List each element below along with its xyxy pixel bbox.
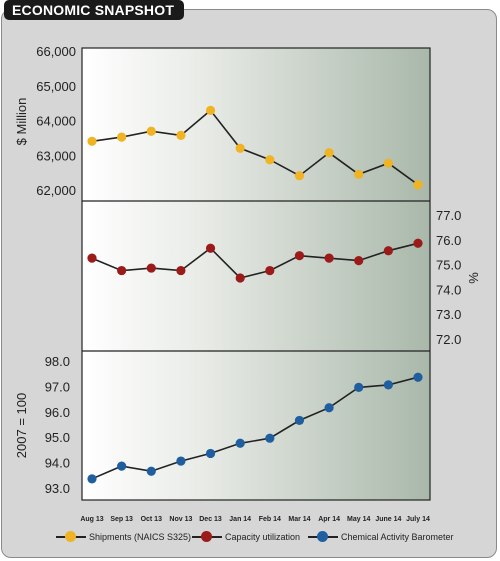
y-tick-label-panel-2: 74.0 [436,282,461,297]
data-point-panel-2 [235,273,245,283]
data-point-panel-2 [176,265,186,276]
data-point-panel-1 [87,136,97,146]
data-point-panel-3 [176,456,186,466]
data-point-panel-3 [324,403,334,413]
data-point-panel-3 [294,415,305,426]
data-point-panel-2 [87,253,97,263]
y-tick-label-panel-2: 72.0 [436,332,461,347]
data-point-panel-1 [324,148,334,158]
legend-item-barometer: Chemical Activity Barometer [308,528,454,546]
legend-label-capacity: Capacity utilization [225,532,301,542]
legend-label-barometer: Chemical Activity Barometer [341,532,454,542]
data-point-panel-2 [265,265,275,276]
x-tick-label: July 14 [406,516,430,523]
data-point-panel-3 [354,382,364,392]
legend-swatch-capacity [192,530,222,544]
data-point-panel-1 [146,126,156,136]
x-tick-label: Feb 14 [259,516,281,523]
y-tick-label-panel-3: 95.0 [45,430,70,445]
data-point-panel-2 [354,256,364,266]
data-point-panel-2 [117,265,127,276]
data-point-panel-2 [383,246,393,256]
y-tick-label-panel-1: 64,000 [36,114,76,129]
legend-label-shipments: Shipments (NAICS S325) [89,532,192,542]
data-point-panel-3 [235,438,245,448]
y-tick-label-panel-3: 97.0 [45,379,70,394]
data-point-panel-2 [205,243,216,253]
x-tick-label: Dec 13 [199,516,222,523]
data-point-panel-1 [117,132,127,142]
data-point-panel-2 [294,251,305,261]
x-tick-label: Apr 14 [318,516,340,523]
x-tick-label: Oct 13 [141,516,163,523]
series-line-panel-1 [91,109,419,186]
data-point-panel-3 [205,448,216,459]
y-tick-label-panel-3: 94.0 [45,456,70,471]
x-tick-label: Aug 13 [80,516,103,523]
data-point-panel-1 [294,171,305,181]
data-point-panel-3 [265,433,275,443]
data-point-panel-3 [146,466,156,476]
data-point-panel-1 [383,158,393,168]
y-tick-label-panel-2: 75.0 [436,258,461,273]
series-line-panel-2 [91,242,419,279]
x-tick-label: June 14 [375,516,401,523]
y-axis-label-panel-1: $ Million [14,98,29,146]
data-point-panel-3 [87,474,97,484]
y-axis-label-panel-3: 2007 = 100 [14,393,29,458]
data-point-panel-2 [324,253,334,263]
y-tick-label-panel-3: 96.0 [45,405,70,420]
y-tick-label-panel-2: 77.0 [436,208,461,223]
legend-swatch-barometer [308,530,338,544]
x-tick-label: May 14 [347,516,370,523]
data-point-panel-1 [354,169,364,179]
data-point-panel-1 [265,155,275,165]
data-point-panel-1 [176,130,186,140]
legend-item-capacity: Capacity utilization [192,528,300,546]
y-tick-label-panel-1: 66,000 [36,44,76,59]
data-point-panel-3 [117,461,127,471]
y-tick-label-panel-2: 76.0 [436,233,461,248]
y-tick-label-panel-2: 73.0 [436,307,461,322]
x-tick-label: Sep 13 [110,516,133,523]
legend-item-shipments: Shipments (NAICS S325) [56,528,191,546]
data-point-panel-3 [383,380,393,390]
y-tick-label-panel-3: 98.0 [45,354,70,369]
y-tick-label-panel-1: 62,000 [36,183,76,198]
data-point-panel-2 [413,238,423,248]
y-tick-label-panel-1: 65,000 [36,79,76,94]
data-point-panel-1 [205,105,216,115]
data-point-panel-2 [146,263,156,273]
x-tick-label: Jan 14 [229,516,251,523]
data-point-panel-3 [413,372,423,382]
chart-marks: 66,000 65,000 64,000 63,000 62,000 $ Million 7… [14,44,481,523]
legend-swatch-shipments [56,530,86,544]
x-tick-label: Mar 14 [288,516,310,523]
y-tick-label-panel-3: 93.0 [45,481,70,496]
x-tick-label: Nov 13 [169,516,192,523]
series-line-panel-3 [91,376,419,480]
data-point-panel-1 [413,180,423,190]
y-tick-label-panel-1: 63,000 [36,148,76,163]
legend: Shipments (NAICS S325) Capacity utilizat… [56,528,476,546]
data-point-panel-1 [235,143,245,153]
y-axis-label-panel-2: % [466,272,481,284]
page-title: ECONOMIC SNAPSHOT [4,0,184,20]
